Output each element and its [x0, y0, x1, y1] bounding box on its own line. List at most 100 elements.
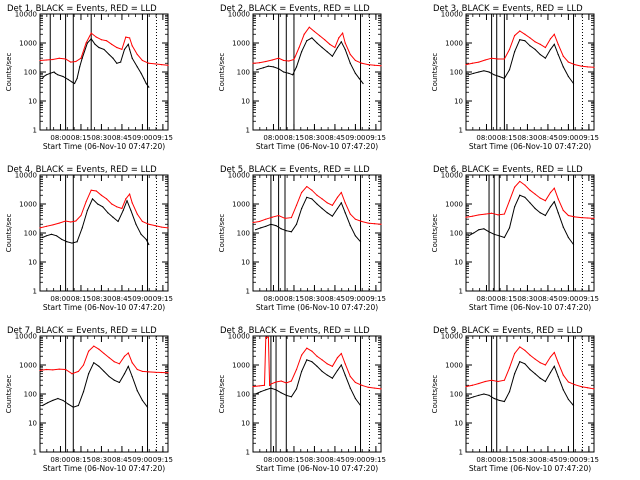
- events-data-point: [306, 40, 308, 42]
- lld-data-point: [326, 202, 328, 204]
- lld-data-point: [478, 61, 480, 63]
- lld-data-point: [80, 214, 82, 217]
- events-data-point: [478, 71, 480, 73]
- lld-data-point: [95, 36, 97, 38]
- events-data-point: [295, 223, 298, 225]
- y-tick-label: 100: [450, 69, 463, 77]
- events-data-point: [79, 66, 81, 68]
- lld-data-point: [484, 59, 486, 61]
- panel-title: Det 7, BLACK = Events, RED = LLD: [7, 326, 157, 336]
- events-data-point: [572, 243, 575, 246]
- lld-data-point: [311, 189, 313, 191]
- events-data-point: [567, 398, 570, 401]
- events-data-point: [503, 400, 505, 403]
- events-data-point: [467, 235, 470, 237]
- events-data-point: [127, 365, 129, 367]
- detector-panel-7: Det 7, BLACK = Events, RED = LLD 1 10 100 10…: [5, 326, 173, 473]
- events-data-point: [131, 57, 133, 59]
- lld-data-point: [58, 57, 60, 59]
- events-data-point: [358, 77, 360, 80]
- y-tick-label: 1: [459, 288, 463, 296]
- lld-data-point: [141, 59, 143, 62]
- lld-data-point: [503, 379, 505, 381]
- events-data-point: [340, 41, 342, 43]
- lld-data-point: [75, 60, 77, 63]
- lld-data-point: [587, 217, 589, 219]
- lld-data-point: [93, 345, 95, 347]
- events-data-point: [306, 359, 308, 361]
- lld-data-point: [154, 371, 156, 373]
- lld-data-point: [167, 227, 169, 229]
- events-data-point: [57, 397, 59, 400]
- lld-data-point: [52, 58, 54, 61]
- events-data-point: [275, 389, 277, 391]
- events-data-point: [301, 207, 303, 210]
- events-data-point: [301, 370, 303, 373]
- lld-data-point: [88, 350, 90, 352]
- events-data-point: [56, 235, 58, 237]
- lld-data-point: [252, 385, 254, 388]
- events-data-point: [290, 231, 292, 233]
- lld-data-point: [127, 352, 129, 354]
- y-tick-label: 1000: [445, 40, 463, 48]
- lld-data-point: [471, 215, 473, 217]
- lld-data-point: [497, 380, 499, 383]
- events-data-point: [120, 61, 122, 63]
- events-data-point: [349, 387, 351, 389]
- events-data-point: [473, 232, 475, 234]
- events-data-point: [130, 209, 132, 212]
- events-data-point: [118, 381, 120, 384]
- lld-data-point: [529, 37, 531, 39]
- events-data-point: [483, 70, 485, 72]
- events-data-point: [488, 231, 490, 233]
- y-tick-label: 1000: [19, 40, 37, 48]
- lld-data-point: [290, 216, 292, 219]
- lld-data-point: [524, 349, 526, 351]
- y-tick-label: 1: [459, 449, 463, 457]
- events-data-point: [519, 361, 521, 363]
- events-data-point: [126, 200, 128, 202]
- events-data-point: [108, 53, 110, 56]
- lld-data-point: [167, 64, 169, 66]
- events-data-point: [50, 233, 53, 235]
- events-data-point: [86, 42, 88, 44]
- lld-data-point: [275, 381, 277, 383]
- x-tick-label: 08:15: [497, 295, 517, 303]
- events-data-point: [275, 224, 277, 227]
- lld-data-point: [340, 191, 342, 194]
- x-axis-label: Start Time (06-Nov-10 07:47:20): [469, 142, 591, 151]
- events-data-point: [113, 379, 115, 381]
- events-series-line: [255, 359, 361, 406]
- y-tick-label: 1: [246, 127, 250, 135]
- events-data-point: [544, 214, 546, 217]
- lld-data-point: [136, 53, 138, 56]
- lld-data-point: [544, 200, 546, 202]
- events-data-point: [354, 72, 356, 74]
- x-tick-label: 09:15: [366, 134, 386, 142]
- lld-data-point: [529, 354, 531, 356]
- lld-data-point: [593, 66, 595, 68]
- lld-data-point: [141, 220, 143, 223]
- lld-data-point: [82, 364, 85, 366]
- lld-data-point: [136, 368, 138, 371]
- y-tick-label: 1: [33, 449, 37, 457]
- lld-data-point: [121, 48, 123, 51]
- y-tick-label: 10: [28, 98, 37, 106]
- events-data-point: [93, 362, 95, 364]
- events-data-point: [71, 242, 73, 244]
- lld-data-point: [593, 217, 595, 219]
- x-tick-label: 09:15: [153, 134, 173, 142]
- lld-data-point: [331, 204, 333, 206]
- events-data-point: [467, 397, 470, 400]
- lld-data-point: [508, 48, 511, 51]
- lld-data-point: [338, 37, 340, 39]
- y-tick-label: 10: [454, 259, 463, 267]
- x-tick-label: 09:15: [366, 456, 386, 464]
- lld-data-point: [154, 224, 156, 227]
- events-data-point: [86, 209, 88, 212]
- events-data-point: [362, 82, 364, 85]
- x-tick-label: 09:00: [132, 456, 152, 464]
- lld-data-point: [258, 220, 260, 223]
- y-axis-label: Counts/sec: [218, 214, 226, 253]
